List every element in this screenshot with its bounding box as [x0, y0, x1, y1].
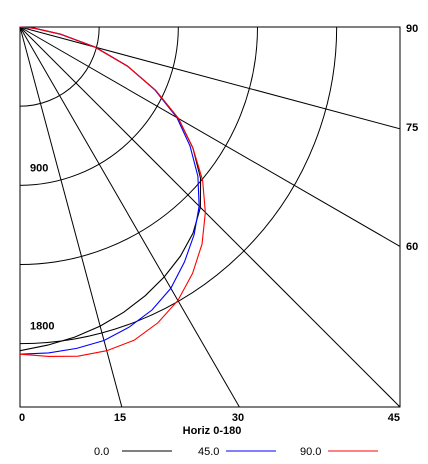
series-line-3 [19, 26, 206, 358]
plot-frame [19, 26, 401, 408]
spoke-75 [19, 26, 401, 130]
x-axis-label: Horiz 0-180 [183, 425, 242, 437]
bottom-tick-15: 15 [114, 412, 126, 424]
spoke-15 [19, 26, 123, 408]
radial-tick-900: 900 [30, 162, 48, 174]
spoke-60 [19, 26, 401, 247]
right-tick-75: 75 [406, 122, 418, 134]
spoke-45 [19, 26, 401, 408]
intensity-curves [19, 26, 206, 358]
legend: 0.0 45.0 90.0 [94, 446, 378, 458]
spoke-30 [19, 26, 240, 408]
radial-tick-1800: 1800 [30, 321, 54, 333]
bottom-tick-0: 0 [19, 412, 25, 424]
tick-labels: 0 15 30 45 60 75 90 900 1800 [19, 23, 418, 424]
right-tick-90: 90 [406, 23, 418, 35]
legend-label-3: 90.0 [300, 446, 321, 458]
bottom-tick-45: 45 [388, 412, 400, 424]
legend-label-2: 45.0 [198, 446, 219, 458]
bottom-tick-30: 30 [232, 412, 244, 424]
series-line-1 [19, 26, 202, 352]
right-tick-60: 60 [406, 241, 418, 253]
polar-grid [19, 26, 401, 408]
legend-label-1: 0.0 [94, 446, 109, 458]
